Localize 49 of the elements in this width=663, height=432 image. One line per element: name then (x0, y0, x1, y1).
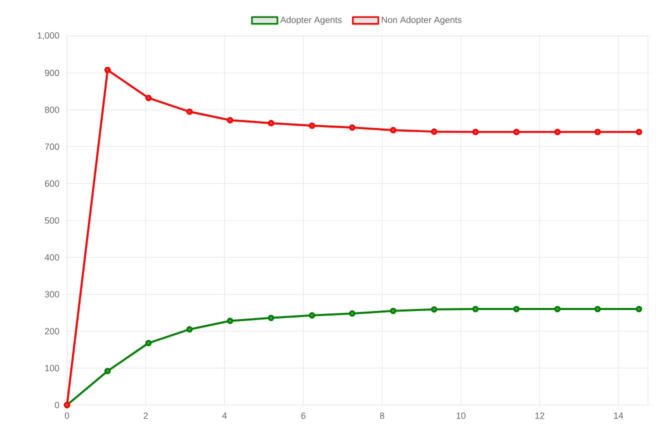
point (472, 128, 479, 136)
point (104, 368, 111, 374)
point (308, 122, 316, 129)
point (226, 116, 234, 124)
y-tick-label: 300 (44, 291, 60, 298)
point (104, 66, 111, 74)
point (594, 306, 601, 312)
point (594, 128, 601, 136)
point (390, 126, 396, 134)
point (513, 306, 520, 312)
point (390, 308, 396, 314)
y-tick-label: 500 (44, 217, 60, 224)
x-tick-label: 4 (222, 412, 227, 419)
x-tick-label: 0 (64, 412, 70, 419)
y-tick-label: 700 (44, 144, 60, 150)
point (186, 108, 193, 115)
point (186, 326, 193, 333)
point (513, 128, 520, 136)
y-tick-label: 100 (45, 364, 60, 372)
x-tick-label: 2 (144, 412, 148, 419)
point (636, 306, 642, 312)
point (145, 340, 152, 346)
y-tick-label: 600 (44, 180, 60, 187)
x-tick-label: 12 (535, 412, 544, 419)
point (430, 128, 438, 135)
point (554, 306, 561, 312)
x-tick-label: 8 (380, 412, 384, 419)
point (268, 120, 274, 126)
point (268, 314, 274, 322)
point (145, 94, 152, 102)
point (430, 306, 438, 313)
point (554, 128, 561, 136)
point (472, 306, 479, 312)
point (348, 310, 356, 317)
point (636, 128, 642, 136)
point (226, 318, 234, 324)
x-tick-label: 10 (456, 412, 466, 419)
legend-label: Non Adopter Agents (382, 16, 462, 25)
legend-label: Adopter Agents (280, 16, 342, 25)
y-tick-label: 900 (44, 70, 60, 76)
y-tick-label: 0 (54, 402, 60, 408)
y-tick-label: 800 (44, 106, 60, 113)
point (348, 124, 356, 131)
y-tick-label: 1,000 (38, 32, 60, 40)
y-tick-label: 400 (44, 254, 60, 261)
x-tick-label: 6 (301, 412, 306, 419)
y-tick-label: 200 (44, 328, 60, 334)
x-tick-label: 14 (614, 412, 624, 419)
point (308, 312, 316, 319)
